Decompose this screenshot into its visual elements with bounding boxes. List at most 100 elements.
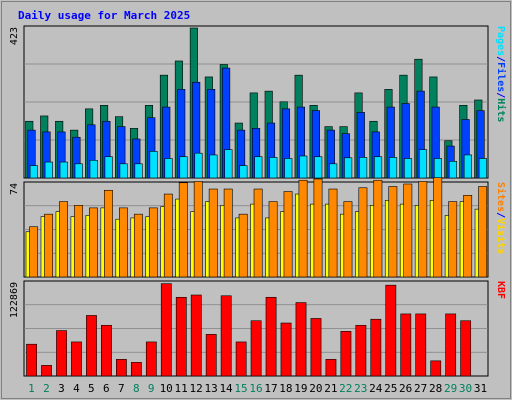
legend-entry: Hits bbox=[495, 98, 507, 122]
bar-kbytes bbox=[71, 341, 82, 377]
x-tick-label: 2 bbox=[43, 382, 50, 395]
x-tick-label: 13 bbox=[204, 382, 217, 395]
bar-pages bbox=[389, 157, 398, 179]
bar-kbytes bbox=[101, 324, 112, 377]
x-tick-label: 26 bbox=[399, 382, 412, 395]
bar-kbytes bbox=[295, 302, 307, 377]
x-tick-label: 12 bbox=[190, 382, 203, 395]
bar-sites bbox=[148, 207, 158, 278]
bar-sites bbox=[268, 201, 278, 278]
bar-pages bbox=[299, 155, 308, 179]
x-tick-label: 25 bbox=[384, 382, 397, 395]
bar-pages bbox=[119, 163, 128, 179]
bar-pages bbox=[149, 151, 158, 179]
bar-kbytes bbox=[445, 313, 457, 377]
bar-pages bbox=[239, 165, 248, 179]
bar-pages bbox=[448, 161, 457, 179]
bar-sites bbox=[448, 201, 458, 278]
bar-pages bbox=[74, 163, 83, 179]
bar-pages bbox=[134, 163, 143, 179]
bar-pages bbox=[314, 156, 323, 179]
bar-sites bbox=[313, 178, 323, 278]
bar-sites bbox=[178, 182, 188, 278]
bar-pages bbox=[374, 156, 383, 179]
bar-pages bbox=[463, 154, 472, 179]
x-tick-label: 6 bbox=[103, 382, 110, 395]
bar-kbytes bbox=[205, 334, 217, 377]
bar-sites bbox=[358, 187, 368, 278]
x-tick-label: 15 bbox=[234, 382, 247, 395]
bar-kbytes bbox=[160, 283, 172, 377]
bar-pages bbox=[478, 158, 487, 179]
panel-max-label: 74 bbox=[9, 183, 20, 195]
bar-pages bbox=[224, 149, 233, 179]
x-tick-label: 24 bbox=[369, 382, 383, 395]
bar-pages bbox=[403, 158, 413, 179]
bar-sites bbox=[298, 179, 308, 278]
panel-legend: Pages/Files/Hits bbox=[495, 26, 507, 122]
bar-kbytes bbox=[86, 315, 97, 377]
bar-sites bbox=[208, 188, 218, 278]
x-tick-label: 29 bbox=[444, 382, 457, 395]
x-tick-label: 11 bbox=[175, 382, 188, 395]
legend-entry: Visits bbox=[495, 218, 507, 254]
bar-kbytes bbox=[145, 341, 157, 377]
x-tick-label: 20 bbox=[309, 382, 322, 395]
bar-sites bbox=[133, 213, 143, 278]
x-tick-label: 9 bbox=[148, 382, 155, 395]
bar-sites bbox=[223, 188, 233, 278]
bar-sites bbox=[403, 183, 413, 278]
bar-kbytes bbox=[460, 320, 472, 377]
bar-sites bbox=[343, 201, 353, 278]
bar-pages bbox=[344, 157, 353, 179]
bar-kbytes bbox=[280, 322, 292, 377]
bar-sites bbox=[74, 205, 83, 278]
x-tick-label: 17 bbox=[264, 382, 277, 395]
bar-sites bbox=[104, 189, 113, 278]
bar-pages bbox=[104, 156, 113, 179]
x-tick-label: 23 bbox=[354, 382, 367, 395]
panel-kbytes: 122869 KBF bbox=[9, 280, 506, 377]
legend-entry: KB bbox=[495, 281, 506, 293]
bar-pages bbox=[29, 165, 38, 179]
x-tick-label: 14 bbox=[219, 382, 233, 395]
bar-kbytes bbox=[370, 318, 382, 377]
bar-sites bbox=[29, 226, 39, 278]
bar-kbytes bbox=[310, 318, 322, 377]
bar-kbytes bbox=[190, 294, 202, 377]
bar-pages bbox=[433, 158, 443, 179]
panel-legend: KBF bbox=[495, 281, 506, 299]
bar-sites bbox=[59, 201, 68, 278]
x-tick-label: 30 bbox=[459, 382, 472, 395]
bar-sites bbox=[44, 213, 54, 278]
x-tick-label: 4 bbox=[73, 382, 80, 395]
bar-kbytes bbox=[325, 359, 337, 377]
bar-pages bbox=[179, 156, 188, 179]
x-tick-label: 10 bbox=[160, 382, 173, 395]
bar-sites bbox=[119, 207, 128, 278]
bar-pages bbox=[359, 157, 368, 179]
x-tick-label: 21 bbox=[324, 382, 337, 395]
bar-pages bbox=[284, 158, 293, 179]
bar-kbytes bbox=[41, 365, 52, 377]
bar-pages bbox=[164, 158, 173, 179]
legend-entry: Pages bbox=[495, 26, 506, 56]
bar-sites bbox=[373, 179, 383, 278]
x-tick-label: 8 bbox=[133, 382, 140, 395]
legend-entry: Sites bbox=[495, 182, 507, 212]
bar-kbytes bbox=[56, 330, 67, 377]
bar-sites bbox=[283, 191, 293, 278]
bar-kbytes bbox=[235, 341, 247, 377]
x-tick-label: 5 bbox=[88, 382, 95, 395]
panel-visits-sites: 74 Sites/Visits bbox=[9, 177, 507, 278]
bar-kbytes bbox=[116, 359, 127, 377]
bar-kbytes bbox=[340, 331, 352, 377]
legend-entry: F bbox=[495, 293, 506, 299]
bar-sites bbox=[328, 188, 338, 278]
bar-kbytes bbox=[220, 295, 232, 377]
bar-kbytes bbox=[265, 296, 277, 377]
bar-sites bbox=[238, 213, 248, 278]
x-tick-label: 22 bbox=[339, 382, 352, 395]
chart-title: Daily usage for March 2025 bbox=[18, 9, 190, 22]
